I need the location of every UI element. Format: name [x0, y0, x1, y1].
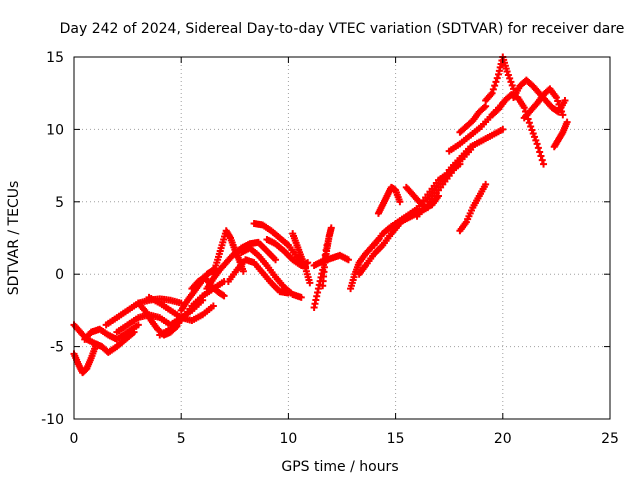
axis-ticks: 0 5 10 15 20 25 -10 -5 0 5 10 15 [41, 50, 619, 447]
data-point [209, 302, 217, 310]
data-point [561, 96, 569, 104]
plot-frame [73, 56, 611, 420]
y-tick-label: -10 [41, 412, 64, 428]
y-tick-label: -5 [50, 340, 64, 356]
data-point [344, 256, 352, 264]
y-tick-label: 0 [55, 267, 64, 283]
data-point [555, 100, 563, 108]
x-tick-label: 5 [177, 431, 186, 447]
data-point [538, 156, 546, 164]
series-arc10 [188, 273, 228, 300]
x-tick-label: 10 [279, 431, 297, 447]
data-point [480, 103, 488, 111]
data-point [559, 111, 567, 119]
data-point [239, 267, 247, 275]
data-point [556, 104, 564, 112]
data-point [520, 104, 528, 112]
data-point [525, 119, 533, 127]
data-point [527, 123, 535, 131]
data-point [297, 293, 305, 301]
data-point [508, 81, 516, 89]
data-point [534, 144, 542, 152]
data-point [491, 82, 499, 90]
series-arc13 [224, 256, 292, 297]
data-point [504, 71, 512, 79]
series-arc3 [81, 321, 142, 343]
data-point [482, 180, 490, 188]
data-point [492, 78, 500, 86]
series-arc35 [520, 85, 567, 122]
data-point [134, 321, 142, 329]
data-point [529, 129, 537, 137]
x-axis-label: GPS time / hours [281, 459, 398, 475]
data-point [528, 126, 536, 134]
series-arc11 [203, 238, 280, 293]
data-point [536, 148, 544, 156]
x-tick-label: 20 [494, 431, 512, 447]
data-point [537, 152, 545, 160]
series-arc36 [550, 118, 571, 151]
data-point [327, 224, 335, 232]
data-point [540, 160, 548, 168]
grid [74, 57, 610, 419]
data-point [552, 94, 560, 102]
series-arc20 [310, 251, 352, 270]
series-arc7 [145, 293, 217, 325]
series-arc14 [237, 244, 305, 301]
x-tick-label: 25 [601, 431, 619, 447]
data-point [532, 136, 540, 144]
data-point [489, 85, 497, 93]
series-arc32 [482, 53, 518, 104]
data-point [493, 74, 501, 82]
series-arc17 [289, 230, 314, 287]
data-point [306, 279, 314, 287]
chart-title: Day 242 of 2024, Sidereal Day-to-day VTE… [60, 21, 625, 37]
data-point [91, 343, 99, 351]
y-tick-label: 15 [46, 50, 64, 66]
series-arc24 [374, 183, 404, 217]
data-point [488, 89, 496, 97]
data-point [499, 125, 507, 133]
series-arc31 [456, 180, 490, 235]
y-tick-label: 10 [46, 122, 64, 138]
series-arc28 [424, 125, 507, 206]
data-point [272, 256, 280, 264]
data-point [558, 107, 566, 115]
data-point [531, 133, 539, 141]
x-tick-label: 0 [70, 431, 79, 447]
data-point [506, 74, 514, 82]
y-axis-label: SDTVAR / TECUs [6, 181, 22, 296]
series-arc30 [456, 102, 490, 136]
y-tick-label: 5 [55, 195, 64, 211]
data-point [554, 97, 562, 105]
data-point [563, 118, 571, 126]
x-tick-label: 15 [387, 431, 405, 447]
series-arc2 [70, 343, 99, 377]
data-points [70, 53, 571, 377]
data-point [533, 140, 541, 148]
data-point [396, 198, 404, 206]
data-point [503, 67, 511, 75]
data-point [507, 78, 515, 86]
data-point [220, 292, 228, 300]
